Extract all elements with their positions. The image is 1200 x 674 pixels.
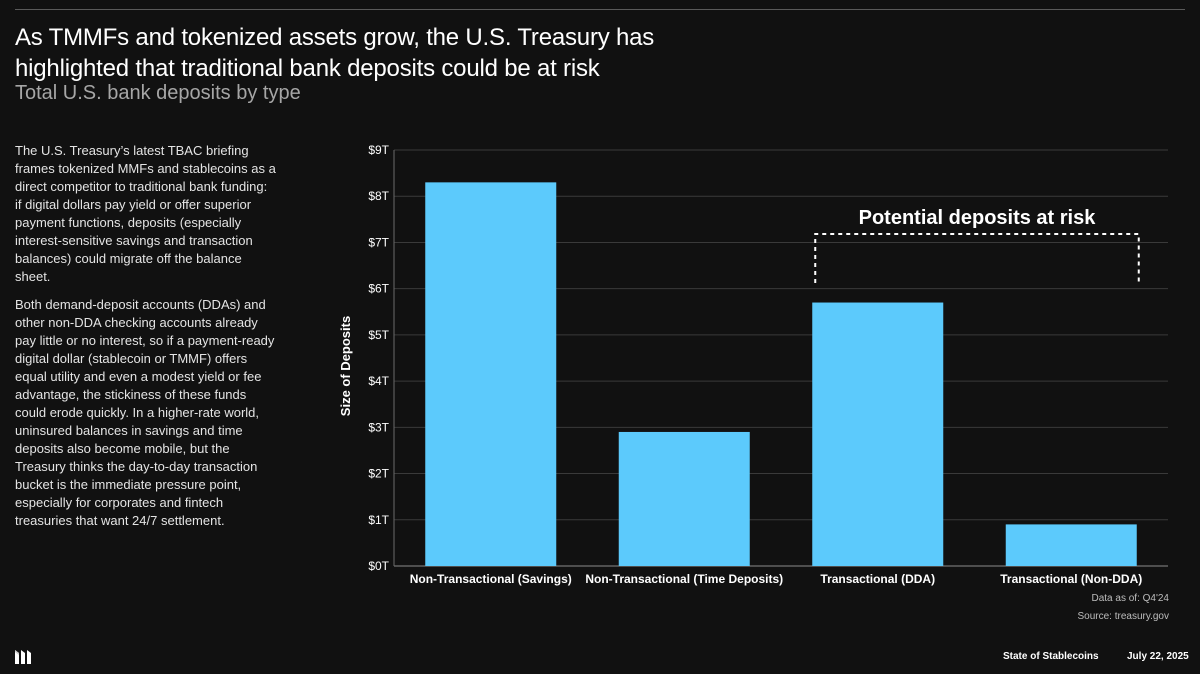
y-tick-label: $4T: [368, 374, 389, 388]
y-tick-label: $1T: [368, 513, 389, 527]
page-title: As TMMFs and tokenized assets grow, the …: [15, 24, 655, 82]
y-tick-label: $9T: [368, 143, 389, 157]
y-tick-label: $5T: [368, 328, 389, 342]
annotation-label: Potential deposits at risk: [859, 207, 1097, 229]
x-tick-label: Transactional (Non-DDA): [1000, 572, 1142, 586]
page-subtitle: Total U.S. bank deposits by type: [15, 82, 301, 104]
body-paragraph-1: The U.S. Treasury’s latest TBAC briefing…: [15, 143, 276, 284]
bar-3: [812, 302, 944, 566]
messari-logo-icon: [15, 650, 31, 664]
y-tick-label: $3T: [368, 420, 389, 434]
top-divider: [15, 9, 1185, 10]
x-tick-label: Non-Transactional (Time Deposits): [585, 572, 783, 586]
body-text: The U.S. Treasury’s latest TBAC briefing…: [15, 142, 277, 540]
y-tick-label: $2T: [368, 467, 389, 481]
bar-1: [425, 182, 557, 566]
data-as-of-note: Data as of: Q4'24: [1091, 593, 1169, 604]
y-tick-label: $8T: [368, 189, 389, 203]
footer-date: July 22, 2025: [1127, 651, 1189, 662]
y-tick-label: $6T: [368, 282, 389, 296]
annotation-bracket: [814, 233, 1140, 283]
y-tick-label: $7T: [368, 235, 389, 249]
bar-4: [1005, 524, 1137, 566]
x-tick-label: Non-Transactional (Savings): [410, 572, 572, 586]
y-axis-label: Size of Deposits: [338, 316, 353, 416]
source-note: Source: treasury.gov: [1077, 611, 1169, 622]
y-tick-label: $0T: [368, 559, 389, 573]
x-tick-label: Transactional (DDA): [820, 572, 935, 586]
body-paragraph-2: Both demand-deposit accounts (DDAs) and …: [15, 297, 275, 528]
bar-2: [618, 431, 750, 566]
footer-report-title: State of Stablecoins: [1003, 651, 1099, 662]
